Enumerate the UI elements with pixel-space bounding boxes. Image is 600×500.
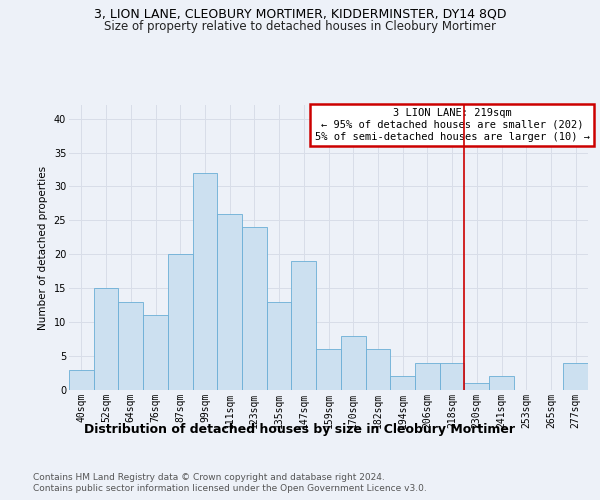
Text: Size of property relative to detached houses in Cleobury Mortimer: Size of property relative to detached ho…: [104, 20, 496, 33]
Y-axis label: Number of detached properties: Number of detached properties: [38, 166, 48, 330]
Bar: [168, 254, 193, 390]
Bar: [365, 350, 390, 390]
Bar: [440, 363, 464, 390]
Bar: [489, 376, 514, 390]
Bar: [267, 302, 292, 390]
Bar: [415, 363, 440, 390]
Text: Distribution of detached houses by size in Cleobury Mortimer: Distribution of detached houses by size …: [85, 422, 515, 436]
Bar: [563, 363, 588, 390]
Bar: [217, 214, 242, 390]
Bar: [242, 227, 267, 390]
Bar: [390, 376, 415, 390]
Bar: [464, 383, 489, 390]
Bar: [143, 316, 168, 390]
Bar: [193, 173, 217, 390]
Bar: [341, 336, 365, 390]
Bar: [316, 350, 341, 390]
Text: Contains HM Land Registry data © Crown copyright and database right 2024.: Contains HM Land Registry data © Crown c…: [33, 472, 385, 482]
Text: Contains public sector information licensed under the Open Government Licence v3: Contains public sector information licen…: [33, 484, 427, 493]
Text: 3 LION LANE: 219sqm
← 95% of detached houses are smaller (202)
5% of semi-detach: 3 LION LANE: 219sqm ← 95% of detached ho…: [314, 108, 590, 142]
Bar: [292, 261, 316, 390]
Text: 3, LION LANE, CLEOBURY MORTIMER, KIDDERMINSTER, DY14 8QD: 3, LION LANE, CLEOBURY MORTIMER, KIDDERM…: [94, 8, 506, 20]
Bar: [94, 288, 118, 390]
Bar: [69, 370, 94, 390]
Bar: [118, 302, 143, 390]
